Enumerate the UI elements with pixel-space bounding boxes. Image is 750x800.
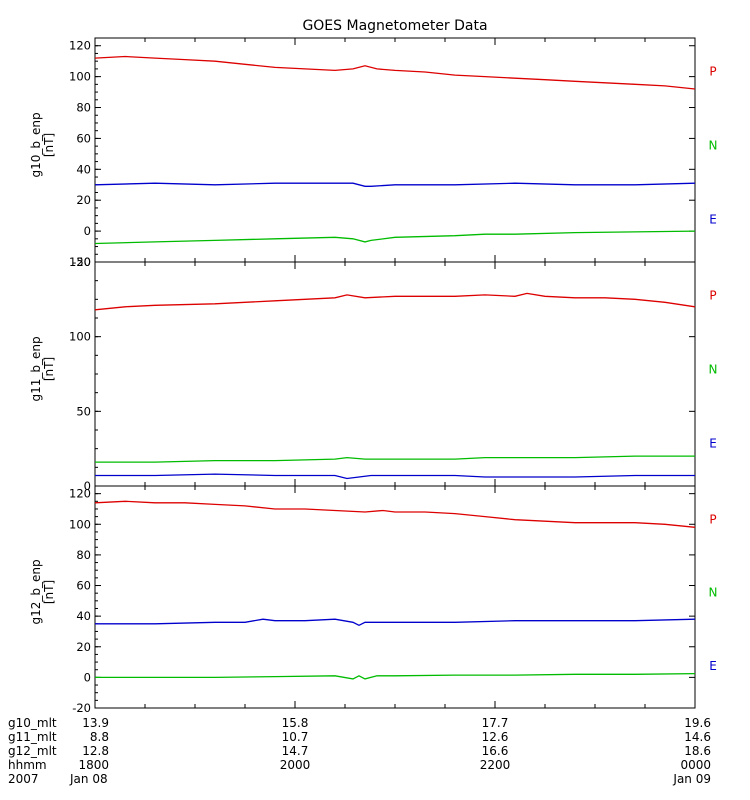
footer-row-value: 10.7 (282, 730, 309, 744)
footer-row-value: 12.8 (82, 744, 109, 758)
y-tick-label: 120 (69, 487, 91, 501)
footer-row-value: 17.7 (482, 716, 509, 730)
y-tick-label: 20 (76, 640, 91, 654)
legend-n: N (709, 139, 718, 153)
footer-row-value: 8.8 (90, 730, 109, 744)
series-line-p (94, 55, 696, 90)
y-tick-label: 100 (69, 517, 91, 531)
legend-p: P (709, 65, 716, 79)
x-axis-footer: g10_mlt 13.9 15.8 17.7 19.6 g11_mlt 8.8 10.7 12.… (8, 716, 711, 786)
y-tick-label: 60 (76, 579, 91, 593)
y-tick-label: 40 (76, 609, 91, 623)
panel-frame (94, 261, 696, 487)
y-tick-label: 0 (84, 224, 91, 238)
legend-p: P (709, 512, 716, 526)
footer-row-label: g11_mlt (8, 730, 57, 744)
series-line-n (95, 455, 695, 463)
y-tick-label: 20 (76, 193, 91, 207)
footer-row-value: 18.6 (684, 744, 711, 758)
y-axis-label: g10_b_enp (29, 112, 43, 177)
series-line-p (94, 292, 696, 311)
end-date-label: Jan 09 (672, 772, 711, 786)
footer-row-value: 16.6 (482, 744, 509, 758)
y-axis-unit: [nT] (42, 357, 56, 381)
footer-row-value: 2200 (480, 758, 511, 772)
y-tick-label: 0 (84, 670, 91, 684)
panel-2: 0 50 100 150 g11_b_enp [nT] P N E (29, 255, 717, 493)
y-tick-label: 100 (69, 70, 91, 84)
y-tick-label: 120 (69, 39, 91, 53)
y-axis-unit: [nT] (42, 133, 56, 157)
y-axis-unit: [nT] (42, 580, 56, 604)
y-tick-label: 80 (76, 101, 91, 115)
footer-row-value: 19.6 (684, 716, 711, 730)
start-date-label: Jan 08 (69, 772, 108, 786)
y-tick-label: -20 (72, 701, 91, 715)
panel-frame (94, 37, 696, 263)
series-line-e (95, 473, 695, 480)
y-axis-label: g11_b_enp (29, 336, 43, 401)
legend-n: N (709, 363, 718, 377)
y-axis-label: g12_b_enp (29, 559, 43, 624)
panel-3: -20 0 20 40 60 80 100 120 g12_b_enp [nT] P N E (29, 485, 718, 715)
footer-row-value: 13.9 (82, 716, 109, 730)
y-tick-label: 50 (76, 404, 91, 418)
panel-1: -20 0 20 40 60 80 100 120 g10_b_enp [nT] P N E (29, 37, 718, 269)
y-tick-label: 100 (69, 330, 91, 344)
y-tick-label: 60 (76, 131, 91, 145)
footer-row-value: 14.7 (282, 744, 309, 758)
series-line-e (94, 182, 696, 187)
y-tick-label: -20 (72, 255, 91, 269)
series-line-n (95, 672, 696, 680)
series-line-p (94, 500, 696, 528)
footer-row-label: hhmm (8, 758, 47, 772)
series-line-e (95, 618, 696, 627)
footer-row-value: 15.8 (282, 716, 309, 730)
footer-row-label: g10_mlt (8, 716, 57, 730)
chart-title: GOES Magnetometer Data (302, 18, 487, 34)
footer-row-value: 1800 (78, 758, 109, 772)
y-tick-label: 0 (84, 479, 91, 493)
y-tick-label: 150 (69, 255, 91, 269)
year-label: 2007 (8, 772, 39, 786)
y-tick-label: 40 (76, 162, 91, 176)
y-tick-label: 80 (76, 548, 91, 562)
footer-row-value: 14.6 (684, 730, 711, 744)
series-line-n (94, 230, 696, 245)
legend-e: E (709, 659, 717, 673)
legend-e: E (709, 212, 717, 226)
footer-row-value: 2000 (280, 758, 311, 772)
legend-e: E (709, 436, 717, 450)
footer-row-value: 12.6 (482, 730, 509, 744)
footer-row-label: g12_mlt (8, 744, 57, 758)
footer-row-value: 0000 (680, 758, 711, 772)
legend-p: P (709, 289, 716, 303)
legend-n: N (709, 586, 718, 600)
